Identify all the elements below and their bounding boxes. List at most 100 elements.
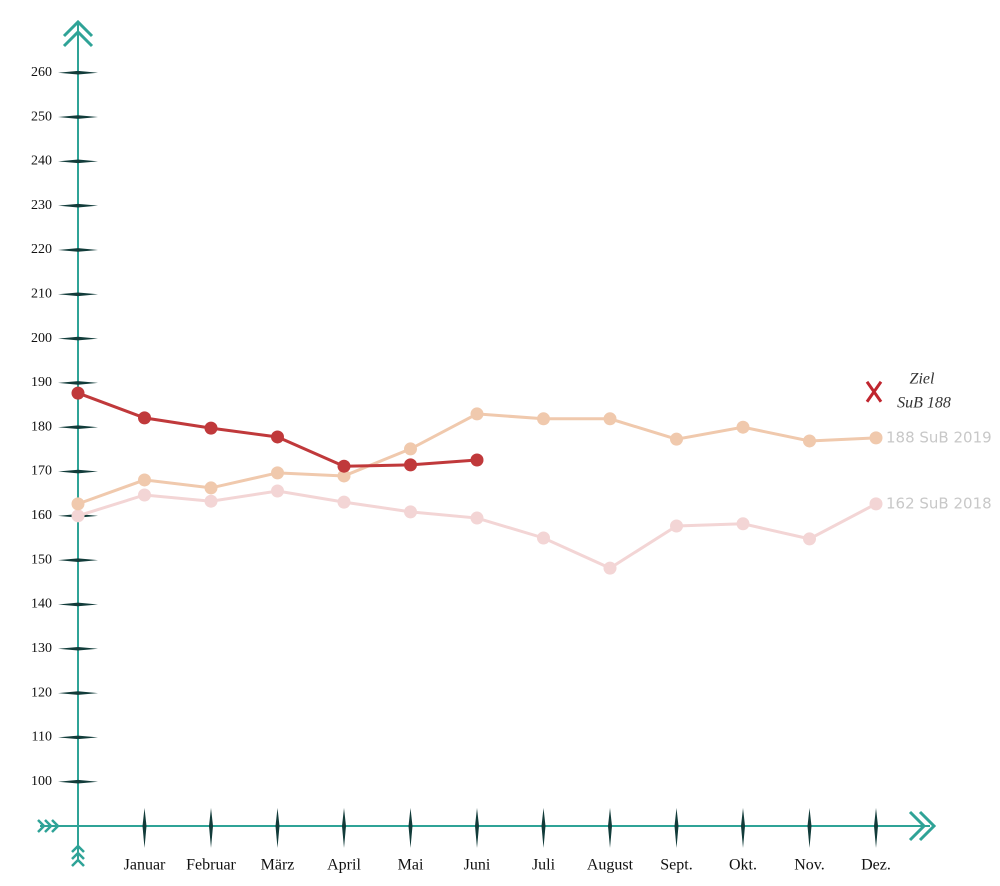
x-tick-label: März — [261, 857, 295, 874]
x-tick-label: Dez. — [861, 857, 891, 874]
series-point — [337, 459, 351, 473]
series-point — [470, 407, 484, 421]
series-point — [271, 484, 284, 498]
series-line — [77, 489, 877, 570]
series-point — [138, 488, 151, 502]
series-point — [404, 442, 417, 456]
series-point — [736, 420, 750, 434]
x-tick — [741, 808, 745, 848]
y-tick-label: 230 — [31, 198, 52, 213]
series-point — [204, 494, 218, 508]
series-point — [337, 469, 351, 483]
y-tick-label: 120 — [31, 685, 52, 700]
series-point — [138, 473, 151, 487]
y-tick-label: 160 — [31, 508, 52, 523]
x-tick — [807, 808, 812, 848]
series-point — [869, 431, 883, 445]
y-tick — [58, 646, 98, 651]
x-tick — [275, 808, 280, 848]
series-point — [537, 412, 550, 426]
y-tick-label: 210 — [31, 286, 52, 301]
y-tick — [58, 336, 98, 341]
x-tick-label: Sept. — [660, 857, 692, 874]
series-end-label: 188 SuB 2019 — [886, 428, 992, 446]
series-point — [71, 497, 85, 511]
y-tick — [58, 425, 98, 430]
y-tick — [58, 735, 98, 740]
y-tick — [58, 691, 98, 695]
y-tick — [58, 248, 98, 252]
x-tick-label: April — [327, 857, 361, 874]
x-tick-label: August — [587, 857, 634, 874]
series-point — [470, 511, 484, 525]
x-tick — [408, 808, 413, 848]
goal-marker — [865, 380, 883, 403]
y-tick — [58, 602, 98, 607]
y-tick-label: 100 — [31, 774, 52, 789]
y-tick-label: 220 — [31, 242, 52, 257]
y-tick-label: 180 — [31, 419, 52, 434]
series-point — [271, 430, 284, 444]
axes — [37, 19, 937, 867]
x-tick — [541, 808, 546, 848]
y-tick — [58, 469, 98, 474]
goal-label: SuB 188 — [897, 394, 951, 411]
y-tick — [58, 159, 98, 164]
y-arrow — [62, 19, 94, 48]
series-point — [736, 517, 750, 531]
x-tick — [674, 808, 679, 848]
x-tick — [475, 808, 479, 848]
x-tick — [874, 808, 878, 848]
series-point — [670, 432, 683, 446]
series-line — [77, 391, 478, 468]
x-tick — [209, 808, 213, 848]
series-point — [271, 466, 284, 480]
series-end-label: 162 SuB 2018 — [886, 494, 992, 512]
series-point — [71, 509, 85, 523]
series-point — [470, 453, 484, 467]
series-point — [537, 531, 550, 545]
x-tick — [342, 808, 346, 848]
series-point — [670, 519, 683, 533]
goal-label: Ziel — [910, 370, 935, 387]
y-tick — [58, 203, 98, 208]
x-tick-label: Februar — [186, 857, 236, 874]
series-point — [803, 434, 816, 448]
series-point — [337, 495, 351, 509]
series-point — [803, 532, 816, 546]
y-tick — [58, 292, 98, 297]
y-tick — [58, 70, 98, 75]
x-tick-label: Juni — [464, 857, 491, 874]
series-point — [71, 386, 85, 400]
y-tick-label: 130 — [31, 641, 52, 656]
series-point — [204, 421, 218, 435]
series-point — [603, 412, 617, 426]
y-tick — [58, 558, 98, 562]
series-point — [138, 411, 151, 425]
x-tick-label: Juli — [532, 857, 556, 874]
x-tick — [142, 808, 147, 848]
x-tick-label: Januar — [124, 857, 166, 874]
series-point — [404, 505, 417, 519]
y-tick-label: 240 — [31, 154, 52, 169]
x-tick — [608, 808, 612, 848]
y-tick-label: 250 — [31, 109, 52, 124]
y-tail — [71, 844, 85, 867]
x-tick-label: Nov. — [794, 857, 825, 874]
y-tick — [58, 779, 98, 784]
y-tick-label: 170 — [31, 464, 52, 479]
x-tick-label: Okt. — [729, 857, 757, 874]
series-point — [603, 561, 617, 575]
y-tick-label: 190 — [31, 375, 52, 390]
y-tick-label: 200 — [31, 331, 52, 346]
series-point — [204, 481, 218, 495]
y-tick-label: 140 — [31, 597, 52, 612]
x-tail — [37, 819, 60, 833]
series-point — [869, 497, 883, 511]
y-tick — [58, 381, 98, 385]
x-arrow — [908, 810, 937, 842]
y-tick — [58, 115, 98, 119]
y-tick-label: 150 — [31, 552, 52, 567]
y-tick-label: 110 — [32, 730, 52, 745]
